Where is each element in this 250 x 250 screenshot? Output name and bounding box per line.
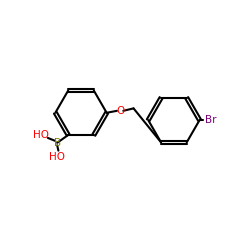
Text: Br: Br: [205, 115, 216, 125]
Text: O: O: [116, 106, 124, 116]
Text: B: B: [54, 138, 61, 148]
Text: HO: HO: [33, 130, 49, 140]
Text: HO: HO: [50, 152, 66, 162]
